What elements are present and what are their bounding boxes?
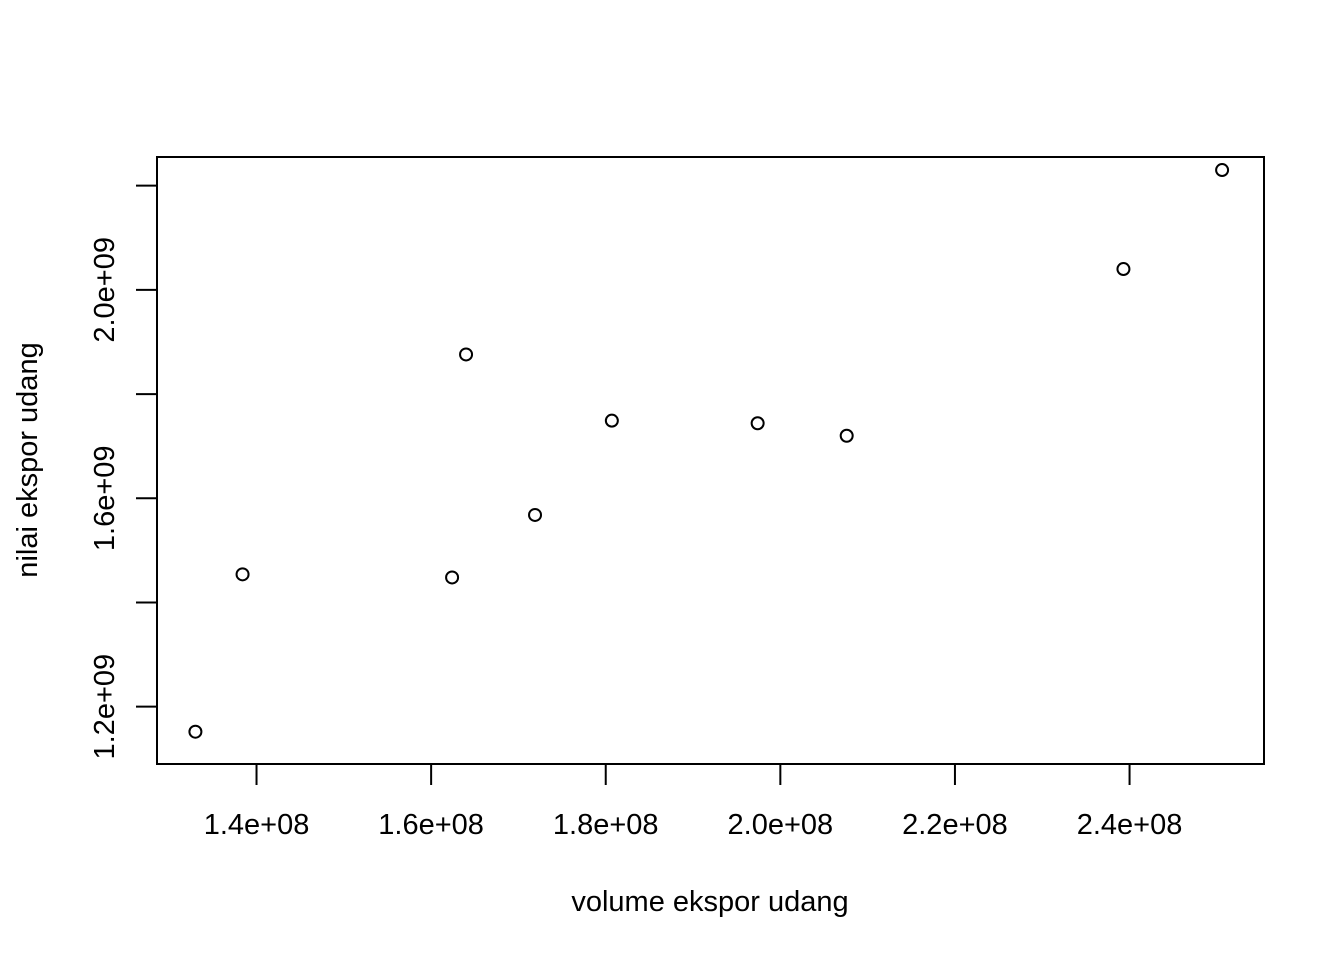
scatter-point	[235, 567, 250, 582]
scatter-point	[528, 507, 543, 522]
x-tick-label: 1.8e+08	[553, 809, 659, 841]
x-tick-label: 2.0e+08	[728, 809, 834, 841]
scatter-point	[459, 347, 474, 362]
scatter-point	[1215, 163, 1230, 178]
scatter-point	[839, 428, 854, 443]
y-axis: 1.2e+09 1.6e+09 2.0e+09	[89, 184, 158, 760]
scatter-point	[445, 570, 460, 585]
x-tick-label: 2.4e+08	[1077, 809, 1183, 841]
y-axis-title: nilai ekspor udang	[12, 342, 44, 577]
x-tick-label: 1.6e+08	[378, 809, 484, 841]
x-tick-label: 1.4e+08	[204, 809, 310, 841]
scatter-point	[604, 413, 619, 428]
x-tick-label: 2.2e+08	[902, 809, 1008, 841]
scatter-point	[188, 724, 203, 739]
y-tick-label: 2.0e+09	[89, 237, 121, 343]
x-axis: 1.4e+08 1.6e+08 1.8e+08 2.0e+08 2.2e+08 2.4e+…	[204, 763, 1183, 841]
x-axis-title: volume ekspor udang	[571, 886, 848, 918]
y-tick-label: 1.2e+09	[89, 654, 121, 760]
plot-frame	[156, 156, 1265, 765]
y-tick-label: 1.6e+09	[89, 445, 121, 551]
scatter-point	[1116, 262, 1131, 277]
scatter-point	[750, 416, 765, 431]
data-points	[188, 163, 1230, 739]
